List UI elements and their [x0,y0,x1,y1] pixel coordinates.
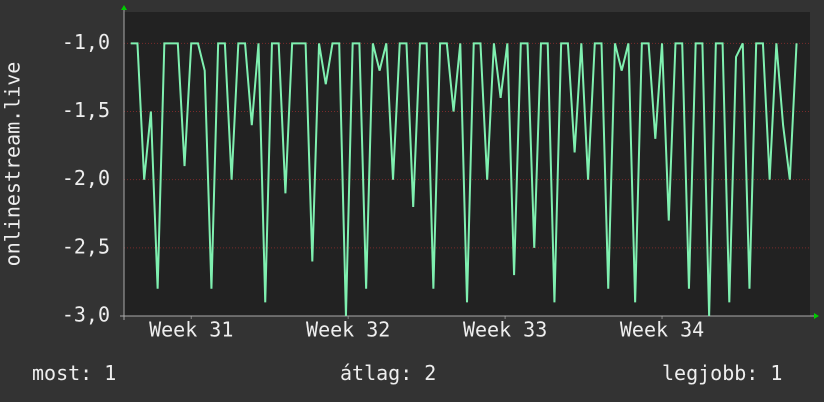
stat-label: most: [32,361,92,385]
data-line [130,42,798,317]
stat-value: 1 [104,361,116,385]
x-tick-label: Week 32 [306,318,390,342]
y-axis-title: onlinestream.live [1,62,25,267]
stat: átlag: 2 [340,361,436,385]
y-tick-label: -1,0 [62,30,110,54]
stat-label: legjobb: [662,361,758,385]
axis-arrow [121,5,127,10]
stat: most: 1 [32,361,116,385]
x-tick-label: Week 31 [149,318,233,342]
stat: legjobb: 1 [662,361,782,385]
stat-value: 1 [770,361,782,385]
y-tick-label: -2,5 [62,234,110,258]
y-tick-label: -1,5 [62,98,110,122]
x-tick-label: Week 33 [463,318,547,342]
stat-label: átlag: [340,361,412,385]
stat-value: 2 [424,361,436,385]
x-tick-label: Week 34 [620,318,704,342]
axis-arrow [814,313,819,319]
y-tick-label: -3,0 [62,303,110,327]
y-tick-label: -2,0 [62,166,110,190]
